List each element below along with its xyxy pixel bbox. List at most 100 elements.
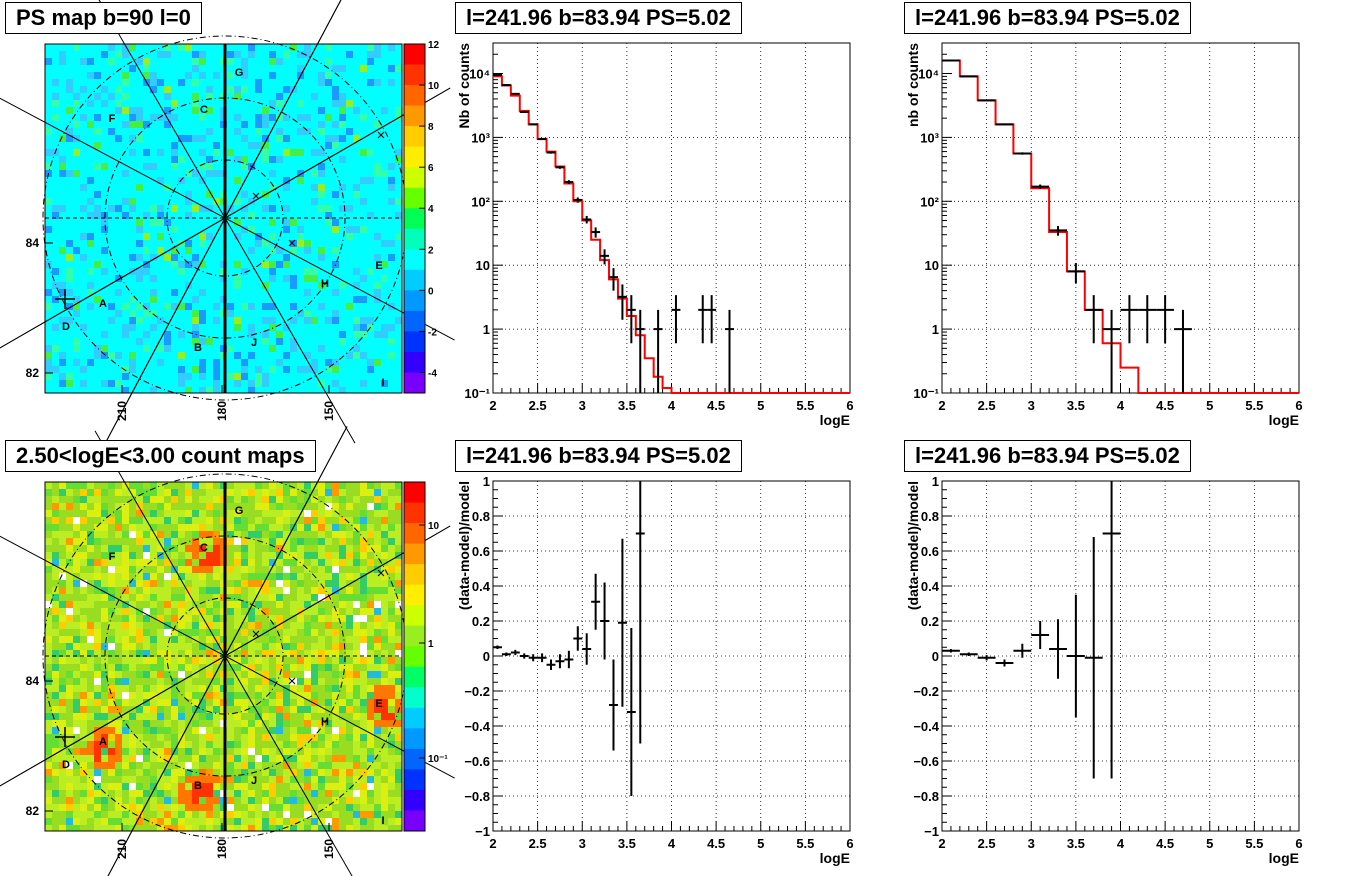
map-pixel	[143, 212, 150, 219]
map-pixel	[122, 769, 129, 776]
source-label-j: J	[251, 775, 257, 787]
map-pixel	[206, 825, 213, 831]
map-pixel	[87, 289, 94, 296]
map-pixel	[374, 727, 381, 734]
map-pixel	[143, 163, 150, 170]
map-pixel	[374, 510, 381, 517]
map-pixel	[339, 121, 346, 128]
data-point	[600, 582, 610, 660]
map-pixel	[339, 608, 346, 615]
map-pixel	[129, 769, 136, 776]
map-pixel	[66, 587, 73, 594]
map-pixel	[171, 531, 178, 538]
map-pixel	[164, 671, 171, 678]
map-pixel	[311, 538, 318, 545]
map-pixel	[94, 345, 101, 352]
map-pixel	[276, 643, 283, 650]
map-pixel	[227, 482, 234, 489]
map-pixel	[136, 762, 143, 769]
map-pixel	[381, 706, 388, 713]
map-sector-line	[0, 87, 451, 349]
map-pixel	[241, 629, 248, 636]
colorbar-frame	[403, 43, 426, 394]
map-pixel	[332, 741, 339, 748]
y-tick-label: −1	[475, 824, 490, 839]
spectrum-chart[interactable]: 2 2.5 3 3.5 4 4.5 5 5.5 610⁻¹11010²10³10⁴logENb …	[450, 0, 899, 438]
map-pixel	[129, 482, 136, 489]
y-tick-label: −0.2	[913, 684, 939, 699]
map-pixel	[290, 776, 297, 783]
map-pixel	[206, 678, 213, 685]
map-pixel	[283, 699, 290, 706]
map-pixel	[108, 531, 115, 538]
map-pixel	[318, 818, 325, 825]
map-pixel	[346, 580, 353, 587]
map-pixel	[388, 797, 395, 804]
map-pixel	[171, 100, 178, 107]
map-pixel	[80, 636, 87, 643]
map-pixel	[234, 601, 241, 608]
map-pixel	[136, 706, 143, 713]
map-pixel	[388, 692, 395, 699]
map-pixel	[332, 531, 339, 538]
map-pixel	[283, 664, 290, 671]
map-pixel	[283, 741, 290, 748]
map-pixel	[325, 114, 332, 121]
map-pixel	[353, 496, 360, 503]
spectrum-chart[interactable]: 2 2.5 3 3.5 4 4.5 5 5.5 610⁻¹11010²10³10⁴logEnb …	[899, 0, 1348, 438]
map-pixel	[73, 121, 80, 128]
map-pixel	[283, 524, 290, 531]
map-pixel	[262, 482, 269, 489]
map-pixel	[122, 580, 129, 587]
map-pixel	[388, 338, 395, 345]
map-pixel	[255, 790, 262, 797]
map-pixel	[101, 594, 108, 601]
map-pixel	[276, 608, 283, 615]
residual-chart[interactable]: 2 2.5 3 3.5 4 4.5 5 5.5 6−1−0.8−0.6−0.4−0.200.20…	[450, 438, 899, 876]
map-pixel	[108, 643, 115, 650]
map-pixel	[213, 650, 220, 657]
map-pixel	[227, 783, 234, 790]
map-pixel	[255, 692, 262, 699]
map-pixel	[199, 552, 206, 559]
map-pixel	[269, 268, 276, 275]
map-pixel	[367, 531, 374, 538]
map-pixel	[52, 741, 59, 748]
map-pixel	[87, 489, 94, 496]
map-pixel	[150, 706, 157, 713]
map-pixel	[129, 783, 136, 790]
map-pixel	[234, 713, 241, 720]
y-tick-label: 0.2	[472, 614, 490, 629]
map-ring	[104, 535, 346, 777]
map-pixel	[143, 811, 150, 818]
map-pixel	[73, 664, 80, 671]
map-pixel	[325, 622, 332, 629]
map-pixel	[388, 489, 395, 496]
map-pixel	[325, 657, 332, 664]
map-pixel	[87, 727, 94, 734]
map-pixel	[213, 538, 220, 545]
residual-chart[interactable]: 2 2.5 3 3.5 4 4.5 5 5.5 6−1−0.8−0.6−0.4−0.200.20…	[899, 438, 1348, 876]
map-pixel	[213, 615, 220, 622]
map-pixel	[311, 699, 318, 706]
map-pixel	[101, 510, 108, 517]
map-pixel	[157, 629, 164, 636]
map-pixel	[59, 510, 66, 517]
map-pixel	[276, 510, 283, 517]
map-pixel	[199, 790, 206, 797]
map-pixel	[297, 552, 304, 559]
map-pixel	[381, 324, 388, 331]
map-pixel	[101, 650, 108, 657]
map-pixel	[52, 699, 59, 706]
map-pixel	[150, 699, 157, 706]
map-pixel	[311, 797, 318, 804]
map-pixel	[143, 573, 150, 580]
map-pixel	[241, 65, 248, 72]
map-pixel	[332, 142, 339, 149]
map-pixel	[227, 755, 234, 762]
map-pixel	[171, 482, 178, 489]
map-pixel	[66, 503, 73, 510]
map-pixel	[206, 636, 213, 643]
